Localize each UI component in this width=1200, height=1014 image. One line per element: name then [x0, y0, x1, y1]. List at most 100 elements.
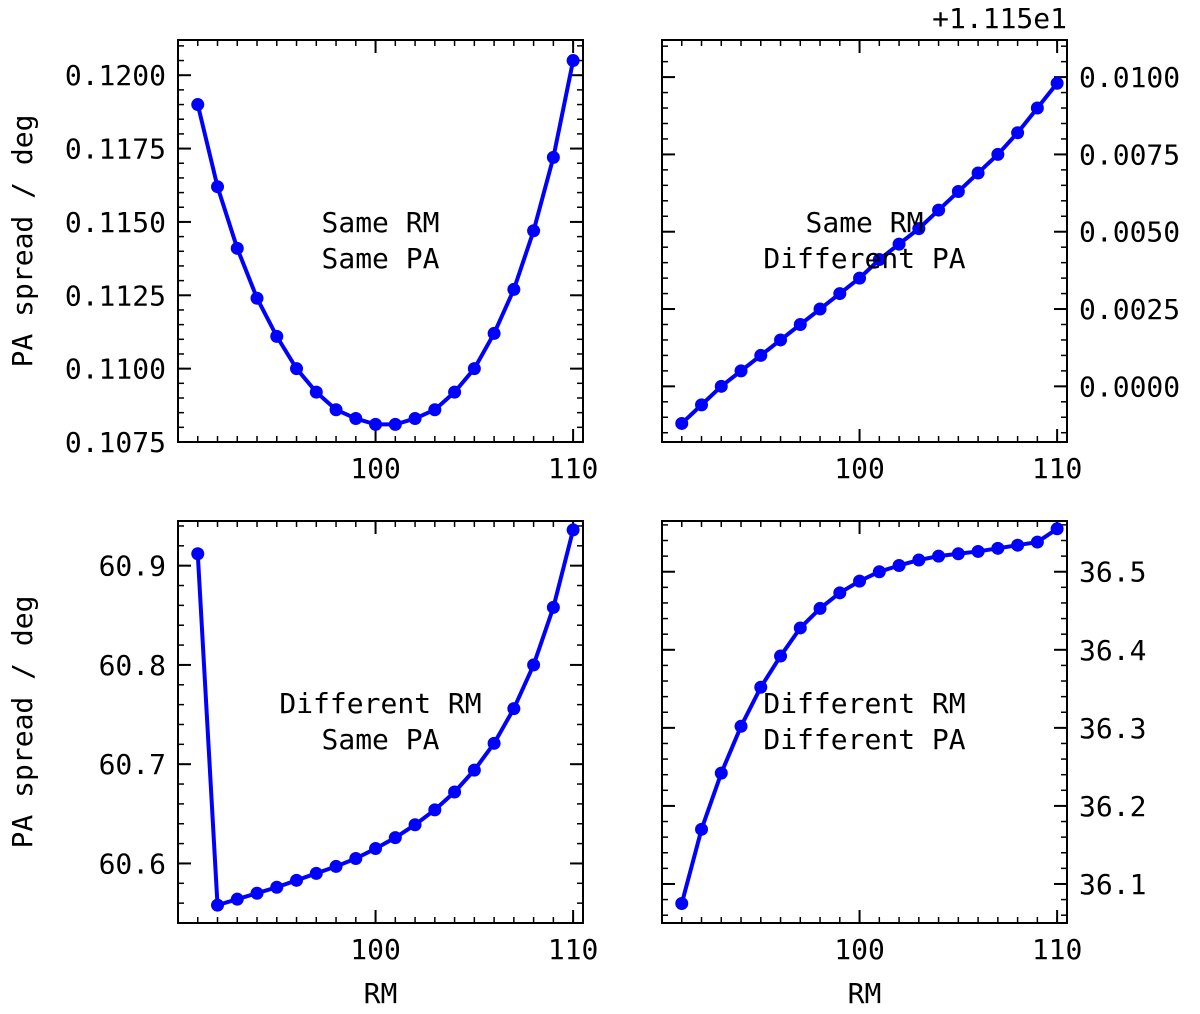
data-point: [892, 237, 906, 251]
data-point: [971, 166, 985, 180]
data-point: [695, 822, 709, 836]
data-point: [507, 282, 521, 296]
y-tick-label: 0.0000: [1079, 370, 1180, 403]
y-tick-label: 36.5: [1079, 556, 1146, 589]
data-point: [487, 736, 501, 750]
data-point: [290, 873, 304, 887]
data-point: [309, 866, 323, 880]
data-point: [507, 702, 521, 716]
data-point: [1050, 522, 1064, 536]
y-tick-label: 0.1125: [65, 279, 166, 312]
x-tick-label: 110: [1032, 933, 1083, 966]
data-point: [912, 222, 926, 236]
axes-frame: [177, 39, 584, 443]
y-offset-label: +1.115e1: [932, 2, 1067, 35]
data-point: [408, 412, 422, 426]
y-tick-label: 0.0050: [1079, 216, 1180, 249]
x-tick-label: 110: [548, 452, 599, 485]
series-line: [195, 60, 576, 427]
data-point: [527, 658, 541, 672]
y-axis-label: PA spread / deg: [6, 115, 39, 368]
data-point: [369, 417, 383, 431]
panel-annotation: Same PA: [321, 242, 439, 275]
panel-top-left: 100 110 0.1075 0.1100 0.1125 0.1150 0.1175 0.12…: [6, 39, 599, 485]
data-point: [734, 719, 748, 733]
data-point: [714, 379, 728, 393]
data-point: [408, 818, 422, 832]
data-point: [369, 842, 383, 856]
data-point: [211, 180, 225, 194]
axes-frame: [661, 39, 1068, 443]
data-point: [1011, 538, 1025, 552]
data-point: [487, 326, 501, 340]
data-point: [951, 547, 965, 561]
data-point: [329, 859, 343, 873]
x-tick-label: 110: [1032, 452, 1083, 485]
data-point: [566, 523, 580, 537]
data-point: [714, 766, 728, 780]
data-point: [566, 54, 580, 68]
y-tick-label: 36.2: [1079, 790, 1146, 823]
data-point: [349, 851, 363, 865]
data-point: [211, 898, 225, 912]
y-tick-label: 0.1100: [65, 353, 166, 386]
x-axis-label: RM: [364, 977, 398, 1010]
data-point: [428, 803, 442, 817]
panel-annotation: Same PA: [321, 723, 439, 756]
data-point: [546, 600, 560, 614]
panel-annotation: Same RM: [321, 206, 439, 239]
panel-top-right: 100 110 0.0000 0.0025 0.0050 0.0075 0.0100 +1.1…: [661, 2, 1180, 485]
axes-frame: [177, 520, 584, 924]
panel-annotation: Different PA: [763, 723, 965, 756]
data-point: [349, 412, 363, 426]
panels: 100 110 0.1075 0.1100 0.1125 0.1150 0.1175 0.12…: [6, 2, 1180, 1010]
data-point: [329, 403, 343, 417]
y-tick-label: 60.6: [99, 847, 166, 880]
data-point: [675, 896, 689, 910]
axes-frame: [661, 520, 1068, 924]
data-point: [774, 333, 788, 347]
y-tick-label: 60.8: [99, 649, 166, 682]
data-point: [793, 317, 807, 331]
data-point: [546, 150, 560, 164]
x-tick-label: 100: [834, 933, 885, 966]
data-point: [813, 302, 827, 316]
data-point: [448, 385, 462, 399]
data-point: [527, 224, 541, 238]
data-point: [932, 203, 946, 217]
data-point: [892, 558, 906, 572]
data-point: [754, 348, 768, 362]
y-tick-label: 60.7: [99, 748, 166, 781]
data-point: [872, 565, 886, 579]
panel-annotation: Different PA: [763, 242, 965, 275]
data-point: [270, 329, 284, 343]
data-point: [833, 287, 847, 301]
y-tick-label: 0.0075: [1079, 138, 1180, 171]
y-tick-label: 36.3: [1079, 712, 1146, 745]
data-point: [1050, 76, 1064, 90]
data-point: [734, 364, 748, 378]
data-point: [467, 763, 481, 777]
y-tick-label: 0.0025: [1079, 293, 1180, 326]
data-point: [290, 362, 304, 376]
data-point: [230, 241, 244, 255]
data-point: [1030, 535, 1044, 549]
panel-annotation: Different RM: [763, 687, 965, 720]
x-tick-label: 110: [548, 933, 599, 966]
data-point: [932, 549, 946, 563]
data-point: [675, 416, 689, 430]
y-tick-label: 0.1175: [65, 133, 166, 166]
data-point: [991, 147, 1005, 161]
x-tick-label: 100: [350, 452, 401, 485]
data-point: [388, 417, 402, 431]
x-tick-label: 100: [834, 452, 885, 485]
y-tick-label: 0.1075: [65, 426, 166, 459]
y-tick-label: 36.1: [1079, 868, 1146, 901]
data-point: [754, 680, 768, 694]
data-point: [1011, 126, 1025, 140]
data-point: [250, 886, 264, 900]
data-point: [388, 831, 402, 845]
data-point: [971, 544, 985, 558]
data-point: [991, 541, 1005, 555]
data-point: [853, 574, 867, 588]
